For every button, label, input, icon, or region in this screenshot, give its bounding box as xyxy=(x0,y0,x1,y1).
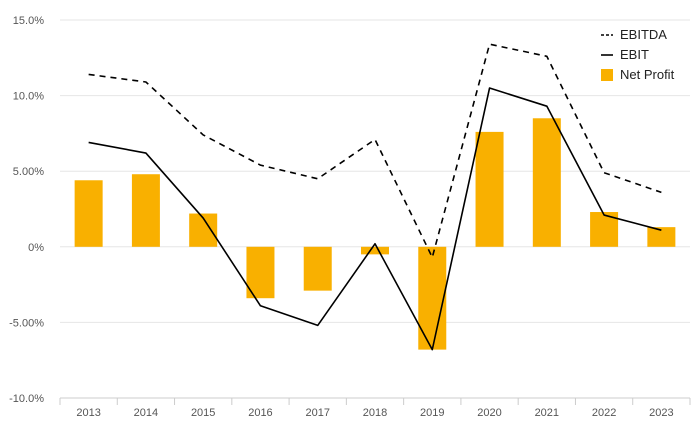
x-tick-label: 2013 xyxy=(76,407,100,419)
net-profit-bars xyxy=(74,118,676,350)
x-tick-label: 2017 xyxy=(305,407,329,419)
y-tick-label: -10.0% xyxy=(9,393,44,405)
line-series xyxy=(88,43,662,351)
legend: EBITDA EBIT Net Profit xyxy=(601,27,675,82)
net-profit-bar xyxy=(418,246,447,350)
legend-label-ebitda: EBITDA xyxy=(620,27,667,42)
x-tick-label: 2014 xyxy=(134,407,158,419)
net-profit-bar xyxy=(361,246,389,255)
legend-label-net-profit: Net Profit xyxy=(620,67,675,82)
x-tick-label: 2023 xyxy=(649,407,673,419)
net-profit-bar xyxy=(475,131,504,247)
net-profit-bar xyxy=(246,246,275,299)
x-tick-label: 2021 xyxy=(535,407,559,419)
net-profit-bar xyxy=(647,227,676,247)
net-profit-bar xyxy=(131,174,160,247)
x-tick-label: 2019 xyxy=(420,407,444,419)
net-profit-bar xyxy=(303,246,332,291)
y-tick-label: 10.0% xyxy=(13,91,44,103)
x-tick-label: 2018 xyxy=(363,407,387,419)
net-profit-bar xyxy=(532,118,561,247)
axes: 15.0% 10.0% 5.00% 0% -5.00% -10.0% 2013 2014 201… xyxy=(9,15,691,419)
x-tick-label: 2020 xyxy=(477,407,501,419)
x-tick-label: 2022 xyxy=(592,407,616,419)
ebit-line xyxy=(88,87,662,351)
legend-swatch-net-profit xyxy=(601,69,613,81)
ebitda-line xyxy=(88,43,662,259)
y-tick-label: 5.00% xyxy=(13,166,44,178)
legend-label-ebit: EBIT xyxy=(620,47,649,62)
y-tick-label: 0% xyxy=(28,242,44,254)
net-profit-bar xyxy=(74,180,103,247)
x-tick-label: 2016 xyxy=(248,407,272,419)
y-tick-label: 15.0% xyxy=(13,15,44,27)
y-tick-label: -5.00% xyxy=(9,317,44,329)
x-tick-label: 2015 xyxy=(191,407,215,419)
